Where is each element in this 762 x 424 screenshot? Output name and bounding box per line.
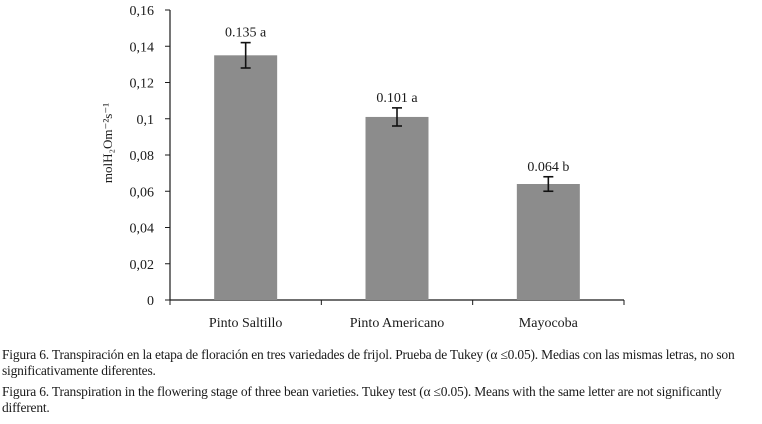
figure-caption-spanish: Figura 6. Transpiración en la etapa de f… bbox=[2, 347, 735, 378]
data-label: 0.064 b bbox=[527, 160, 569, 175]
y-tick-label: 0 bbox=[147, 294, 154, 309]
category-labels: Pinto Saltillo Pinto Americano Mayocoba bbox=[209, 316, 579, 331]
x-axis bbox=[169, 299, 625, 305]
y-tick-label: 0,06 bbox=[130, 185, 155, 200]
x-category-label: Pinto Saltillo bbox=[209, 316, 283, 331]
y-tick-label: 0,08 bbox=[130, 149, 155, 164]
y-tick-label: 0,02 bbox=[130, 258, 155, 273]
bars: 0.135 a 0.101 a 0.064 b bbox=[214, 26, 580, 300]
bar bbox=[516, 184, 580, 300]
y-axis: 0 0,02 0,04 0,06 0,08 0,1 0,12 0,14 0,16 bbox=[130, 4, 171, 309]
y-tick-label: 0,12 bbox=[130, 77, 155, 92]
x-category-label: Pinto Americano bbox=[350, 316, 445, 331]
bar bbox=[365, 116, 429, 300]
y-tick-label: 0,14 bbox=[130, 40, 155, 55]
y-axis-label: molH₂Om⁻²s⁻¹ bbox=[100, 103, 115, 183]
bar-chart: 0 0,02 0,04 0,06 0,08 0,1 0,12 0,14 0,16 0.135 a… bbox=[100, 4, 625, 331]
data-label: 0.101 a bbox=[376, 91, 418, 106]
y-tick-label: 0,16 bbox=[130, 4, 155, 19]
figure-caption-english: Figura 6. Transpiration in the flowering… bbox=[2, 384, 722, 415]
y-tick-label: 0,1 bbox=[137, 113, 155, 128]
x-category-label: Mayocoba bbox=[519, 316, 579, 331]
bar bbox=[214, 55, 278, 300]
y-tick-label: 0,04 bbox=[130, 222, 155, 237]
data-label: 0.135 a bbox=[225, 26, 267, 41]
